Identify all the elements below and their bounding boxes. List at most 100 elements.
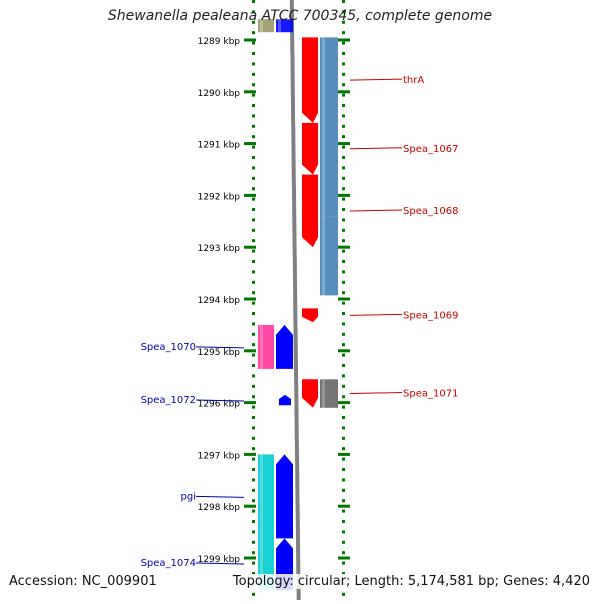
ruler-dot <box>252 540 255 544</box>
gene-label: Spea_1072 <box>141 395 196 406</box>
gene-label: Spea_1074 <box>141 558 196 569</box>
gene-leader-line <box>195 562 245 565</box>
ruler-dot <box>252 83 255 87</box>
ruler-dot <box>342 520 345 523</box>
gene-arrow-forward <box>302 308 318 323</box>
ruler-dot <box>252 62 255 66</box>
gene-leader-line <box>195 495 245 498</box>
ruler-dot <box>252 187 255 191</box>
ruler-dot <box>342 166 345 170</box>
gene-label: Spea_1067 <box>403 144 458 155</box>
ruler-dot <box>342 187 345 191</box>
ruler-dot <box>252 405 255 409</box>
ruler-dot <box>342 218 345 222</box>
gene-leader-line <box>349 209 403 212</box>
gene-label: Spea_1071 <box>403 389 458 400</box>
tick-label: 1292 kbp <box>198 192 241 202</box>
ruler-dot <box>252 395 255 399</box>
ruler-dot <box>342 31 345 35</box>
gene-label: Spea_1070 <box>141 342 196 353</box>
ruler-dot <box>342 52 345 55</box>
tick-label: 1299 kbp <box>198 555 241 565</box>
feature-block-highlight <box>322 379 325 408</box>
ruler-dot <box>342 332 345 336</box>
ruler-dot <box>252 72 255 76</box>
ruler-dot <box>342 260 345 263</box>
tick-label: 1296 kbp <box>198 400 241 410</box>
ruler-dot <box>252 468 255 471</box>
ruler-dot <box>342 72 345 76</box>
ruler-dot <box>252 31 255 35</box>
ruler-dot <box>342 20 345 24</box>
gene-arrow-forward <box>302 379 318 408</box>
ruler-dot <box>342 374 345 378</box>
feature-block-highlight <box>260 324 263 369</box>
ruler-dot <box>252 228 255 232</box>
gene-arrow-forward <box>302 174 318 248</box>
ruler-dot <box>342 468 345 471</box>
ruler-dot <box>342 509 345 513</box>
ruler-dot <box>342 343 345 347</box>
tick-label: 1294 kbp <box>198 296 241 306</box>
ruler-dot <box>252 416 255 419</box>
ruler-dot <box>342 478 345 482</box>
gene-label: pgi <box>181 491 196 502</box>
ruler-dot <box>252 374 255 378</box>
ruler-dot <box>342 301 345 305</box>
feature-block-highlight <box>322 37 325 217</box>
ruler-dot <box>252 197 255 201</box>
ruler-dot <box>342 572 345 575</box>
ruler-dot <box>342 145 345 149</box>
tick-label: 1289 kbp <box>198 37 241 47</box>
ruler-dot <box>252 166 255 170</box>
ruler-dot <box>342 447 345 451</box>
ruler-dot <box>252 301 255 305</box>
gene-leader-line <box>349 78 403 81</box>
ruler-dot <box>252 592 255 596</box>
gene-leader-line <box>195 399 245 402</box>
ruler-dot <box>342 280 345 284</box>
ruler-dot <box>342 124 345 128</box>
tick-label: 1295 kbp <box>198 348 241 358</box>
tick-label: 1293 kbp <box>198 244 241 254</box>
ruler-dot <box>252 364 255 367</box>
gene-label: Spea_1069 <box>403 310 458 321</box>
ruler-dot <box>252 270 255 274</box>
ruler-dot <box>252 488 255 492</box>
feature-block <box>276 19 293 33</box>
ruler-dot <box>342 488 345 492</box>
ruler-dot <box>252 572 255 575</box>
ruler-dot <box>252 93 255 97</box>
tick-label: 1290 kbp <box>198 89 241 99</box>
ruler-dot <box>252 0 255 3</box>
ruler-dot <box>342 395 345 399</box>
ruler-dot <box>342 208 345 211</box>
ruler-dot <box>252 353 255 357</box>
ruler-dot <box>342 499 345 503</box>
ruler-dot <box>342 353 345 357</box>
feature-block-highlight <box>260 454 263 590</box>
ruler-dot <box>252 104 255 107</box>
ruler-dot <box>252 249 255 253</box>
ruler-dot <box>342 312 345 315</box>
ruler-dot <box>342 83 345 87</box>
ruler-dot <box>252 124 255 128</box>
ruler-dot <box>342 114 345 118</box>
gene-arrow-forward <box>302 37 318 123</box>
ruler-dot <box>342 104 345 107</box>
tick-label: 1298 kbp <box>198 503 241 513</box>
gene-arrow-reverse <box>276 454 293 539</box>
ruler-dot <box>252 530 255 534</box>
ruler-dot <box>252 426 255 430</box>
ruler-dot <box>342 530 345 534</box>
ruler-dot <box>252 312 255 315</box>
ruler-dot <box>252 384 255 388</box>
backbone-line <box>289 0 301 601</box>
feature-block-highlight <box>278 19 281 33</box>
ruler-dot <box>342 228 345 232</box>
ruler-dot <box>252 239 255 243</box>
gene-arrow-forward <box>302 122 318 175</box>
ruler-dot <box>342 540 345 544</box>
ruler-dot <box>342 457 345 461</box>
